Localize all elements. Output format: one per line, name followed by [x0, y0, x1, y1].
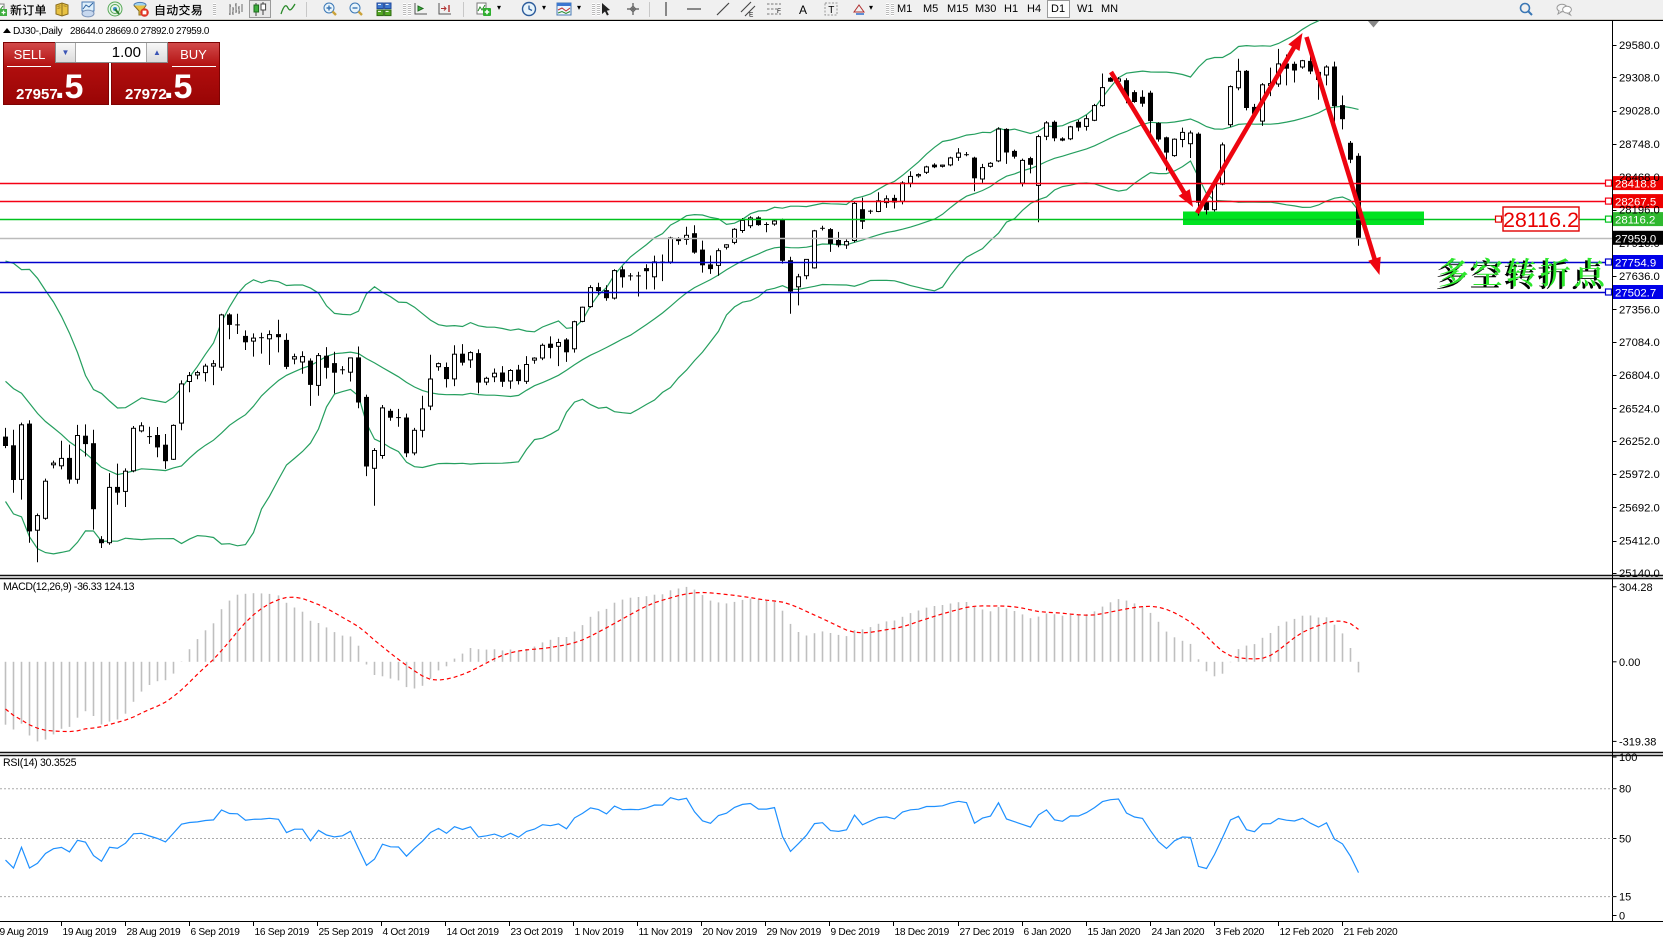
svg-text:28116.2: 28116.2 — [1503, 208, 1579, 232]
svg-text:27356.0: 27356.0 — [1619, 305, 1660, 317]
svg-text:MACD(12,26,9) -36.33 124.13: MACD(12,26,9) -36.33 124.13 — [3, 581, 135, 593]
svg-text:0.00: 0.00 — [1619, 657, 1640, 669]
svg-text:15 Jan 2020: 15 Jan 2020 — [1088, 927, 1141, 938]
svg-text:27916.0: 27916.0 — [1619, 238, 1660, 250]
svg-text:F: F — [777, 8, 781, 15]
svg-text:24 Jan 2020: 24 Jan 2020 — [1152, 927, 1205, 938]
svg-text:9 Dec 2019: 9 Dec 2019 — [831, 927, 881, 938]
svg-text:15: 15 — [1619, 892, 1631, 904]
svg-text:28116.2: 28116.2 — [1615, 215, 1655, 227]
svg-text:6 Jan 2020: 6 Jan 2020 — [1024, 927, 1072, 938]
svg-text:29580.0: 29580.0 — [1619, 40, 1660, 52]
svg-text:T: T — [828, 5, 834, 16]
svg-text:27754.9: 27754.9 — [1615, 258, 1656, 270]
svg-text:27959.0: 27959.0 — [1615, 233, 1656, 245]
svg-text:28418.8: 28418.8 — [1615, 179, 1656, 191]
svg-text:21 Feb 2020: 21 Feb 2020 — [1344, 927, 1399, 938]
svg-text:25 Sep 2019: 25 Sep 2019 — [319, 927, 374, 938]
svg-text:14 Oct 2019: 14 Oct 2019 — [447, 927, 500, 938]
svg-text:29 Nov 2019: 29 Nov 2019 — [767, 927, 822, 938]
svg-text:11 Nov 2019: 11 Nov 2019 — [639, 927, 693, 938]
svg-text:6 Sep 2019: 6 Sep 2019 — [191, 927, 241, 938]
svg-text:18 Dec 2019: 18 Dec 2019 — [895, 927, 950, 938]
svg-text:25692.0: 25692.0 — [1619, 502, 1660, 514]
svg-text:28468.0: 28468.0 — [1619, 172, 1660, 184]
svg-text:0: 0 — [1619, 911, 1625, 923]
svg-text:28 Aug 2019: 28 Aug 2019 — [127, 927, 182, 938]
svg-text:28748.0: 28748.0 — [1619, 139, 1660, 151]
svg-text:29308.0: 29308.0 — [1619, 72, 1660, 84]
svg-text:27 Dec 2019: 27 Dec 2019 — [960, 927, 1015, 938]
svg-text:28196.0: 28196.0 — [1619, 205, 1660, 217]
svg-text:4 Oct 2019: 4 Oct 2019 — [383, 927, 430, 938]
svg-text:304.28: 304.28 — [1619, 582, 1653, 594]
svg-text:29028.0: 29028.0 — [1619, 106, 1660, 118]
svg-text:E: E — [749, 12, 754, 19]
svg-text:25140.0: 25140.0 — [1619, 568, 1660, 580]
svg-text:23 Oct 2019: 23 Oct 2019 — [511, 927, 564, 938]
svg-text:80: 80 — [1619, 784, 1631, 796]
svg-text:25972.0: 25972.0 — [1619, 469, 1660, 481]
svg-text:28644.0 28669.0 27892.0 27959.: 28644.0 28669.0 27892.0 27959.0 — [70, 26, 210, 37]
svg-text:12 Feb 2020: 12 Feb 2020 — [1280, 927, 1335, 938]
svg-text:26252.0: 26252.0 — [1619, 436, 1660, 448]
svg-text:25412.0: 25412.0 — [1619, 536, 1660, 548]
svg-text:27502.7: 27502.7 — [1615, 288, 1656, 300]
svg-text:26804.0: 26804.0 — [1619, 370, 1660, 382]
svg-text:DJ30-,Daily: DJ30-,Daily — [13, 26, 64, 37]
svg-text:100: 100 — [1619, 752, 1637, 764]
svg-text:20 Nov 2019: 20 Nov 2019 — [703, 927, 758, 938]
svg-text:50: 50 — [1619, 834, 1631, 846]
svg-text:28267.5: 28267.5 — [1615, 197, 1656, 209]
svg-text:9 Aug 2019: 9 Aug 2019 — [0, 927, 49, 938]
svg-text:27084.0: 27084.0 — [1619, 337, 1660, 349]
svg-text:RSI(14) 30.3525: RSI(14) 30.3525 — [3, 757, 77, 769]
svg-text:27636.0: 27636.0 — [1619, 271, 1660, 283]
svg-text:19 Aug 2019: 19 Aug 2019 — [63, 927, 118, 938]
svg-text:16 Sep 2019: 16 Sep 2019 — [255, 927, 310, 938]
svg-text:-319.38: -319.38 — [1619, 736, 1656, 748]
svg-text:26524.0: 26524.0 — [1619, 403, 1660, 415]
svg-text:3 Feb 2020: 3 Feb 2020 — [1216, 927, 1265, 938]
svg-text:1 Nov 2019: 1 Nov 2019 — [575, 927, 625, 938]
